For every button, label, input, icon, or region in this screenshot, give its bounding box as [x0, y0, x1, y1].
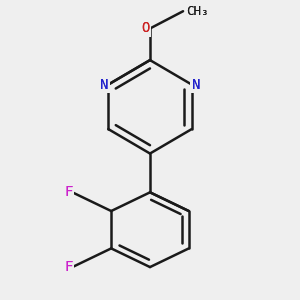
Text: O: O: [142, 22, 150, 35]
Text: F: F: [64, 260, 72, 274]
Text: CH₃: CH₃: [186, 5, 208, 18]
Text: F: F: [64, 260, 72, 274]
Text: O: O: [142, 22, 150, 35]
Text: CH₃: CH₃: [186, 5, 208, 18]
Text: N: N: [192, 77, 200, 92]
Text: N: N: [192, 77, 200, 92]
Text: F: F: [64, 185, 72, 199]
Text: F: F: [64, 185, 72, 199]
Text: N: N: [100, 77, 108, 92]
Text: N: N: [100, 77, 108, 92]
